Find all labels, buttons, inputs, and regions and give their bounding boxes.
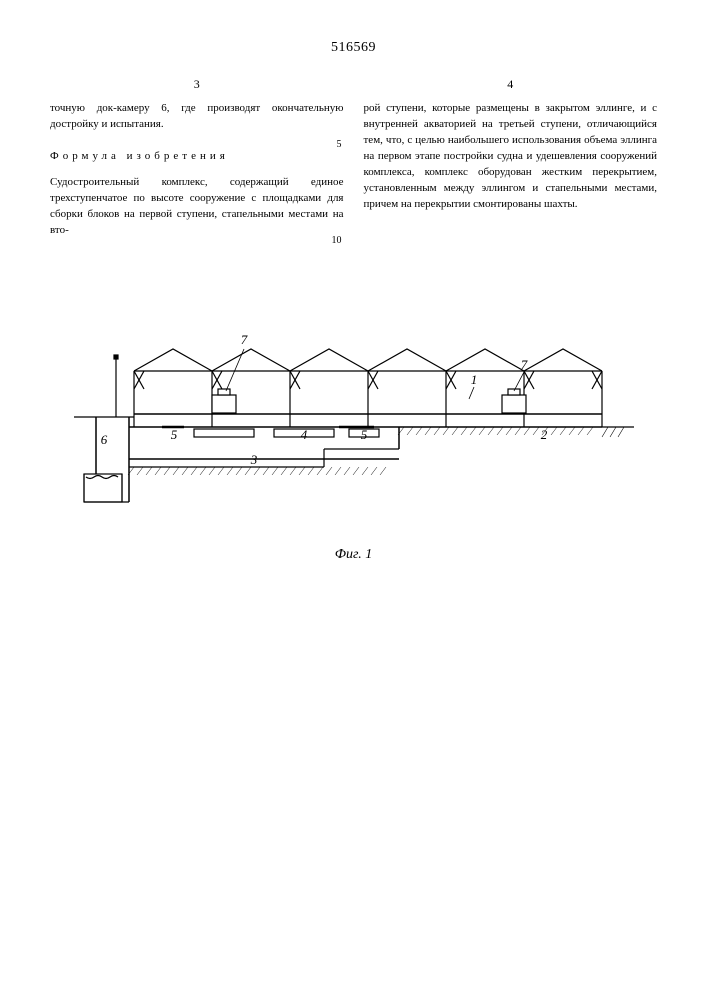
svg-text:2: 2 bbox=[540, 427, 547, 442]
left-column: 3 точную док-камеру 6, где производят ок… bbox=[50, 76, 344, 239]
formula-heading: Формула изобретения bbox=[50, 149, 344, 165]
right-para1: рой ступени, которые размещены в закрыто… bbox=[364, 101, 658, 213]
svg-text:6: 6 bbox=[100, 432, 107, 447]
text-columns: 3 точную док-камеру 6, где производят ок… bbox=[50, 76, 657, 239]
left-para1: точную док-камеру 6, где производят окон… bbox=[50, 101, 344, 133]
patent-number: 516569 bbox=[50, 40, 657, 56]
figure-svg: 7 7 1 6 5 3 4 5 2 bbox=[74, 299, 634, 539]
svg-text:3: 3 bbox=[249, 452, 257, 467]
svg-text:7: 7 bbox=[520, 357, 527, 372]
svg-text:7: 7 bbox=[240, 332, 247, 347]
svg-text:5: 5 bbox=[360, 427, 367, 442]
right-column: 4 рой ступени, которые размещены в закры… bbox=[364, 76, 658, 239]
svg-text:4: 4 bbox=[300, 427, 307, 442]
figure-caption: Фиг. 1 bbox=[50, 547, 657, 563]
svg-text:5: 5 bbox=[170, 427, 177, 442]
col-num-right: 4 bbox=[364, 76, 658, 93]
left-para2: Судостроительный комплекс, содержащий ед… bbox=[50, 175, 344, 239]
figure-1: 7 7 1 6 5 3 4 5 2 Фиг. 1 bbox=[50, 299, 657, 563]
col-num-left: 3 bbox=[50, 76, 344, 93]
line-marker-5: 5 bbox=[337, 138, 342, 153]
line-marker-10: 10 bbox=[332, 234, 342, 249]
svg-text:1: 1 bbox=[470, 372, 477, 387]
